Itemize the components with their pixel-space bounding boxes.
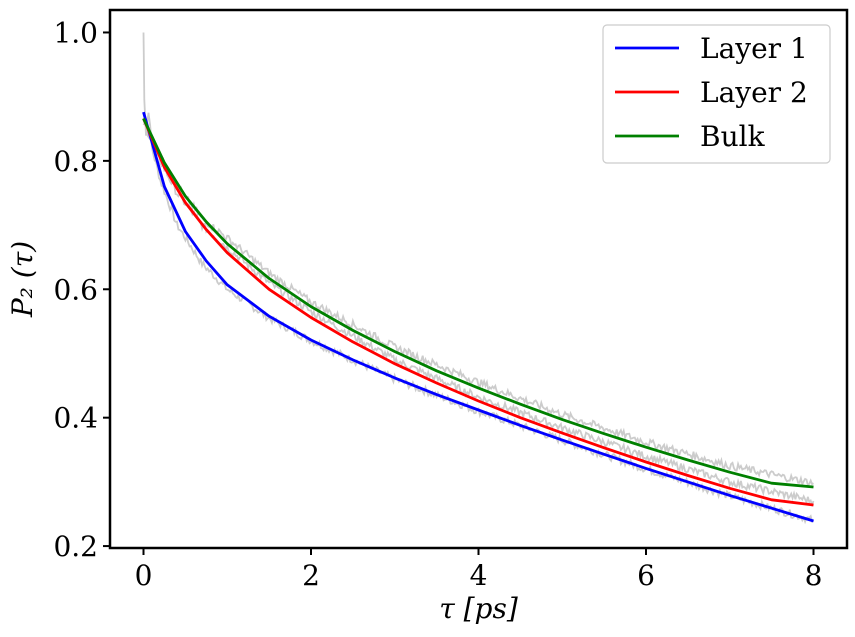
series-line-bulk: [142, 117, 814, 489]
x-tick-label: 8: [805, 559, 823, 592]
y-tick-label: 0.8: [53, 145, 98, 178]
y-axis-ticks: 0.2 0.4 0.6 0.8 1.0: [53, 16, 110, 563]
legend-label-bulk: Bulk: [700, 120, 766, 153]
y-axis-label: P₂ (τ): [6, 241, 39, 318]
legend-box: [602, 24, 831, 164]
y-tick-label: 0.2: [53, 530, 98, 563]
series-line-layer-2: [142, 117, 814, 507]
series-layer: [142, 111, 814, 523]
y-tick-label: 0.4: [53, 402, 98, 435]
series-line-layer-1: [142, 111, 814, 523]
x-tick-label: 6: [637, 559, 655, 592]
x-tick-label: 4: [470, 559, 488, 592]
x-tick-label: 2: [302, 559, 320, 592]
x-tick-label: 0: [135, 559, 153, 592]
legend-label-layer-2: Layer 2: [700, 76, 808, 109]
x-axis-label: τ [ps]: [439, 592, 518, 625]
x-axis-ticks: 0 2 4 6 8: [135, 548, 823, 592]
legend: Layer 1 Layer 2 Bulk: [602, 24, 831, 164]
y-tick-label: 1.0: [53, 16, 98, 49]
legend-label-layer-1: Layer 1: [700, 32, 808, 65]
noise-trace-2: [142, 119, 815, 508]
y-tick-label: 0.6: [53, 273, 98, 306]
noise-trace-3: [142, 120, 814, 488]
